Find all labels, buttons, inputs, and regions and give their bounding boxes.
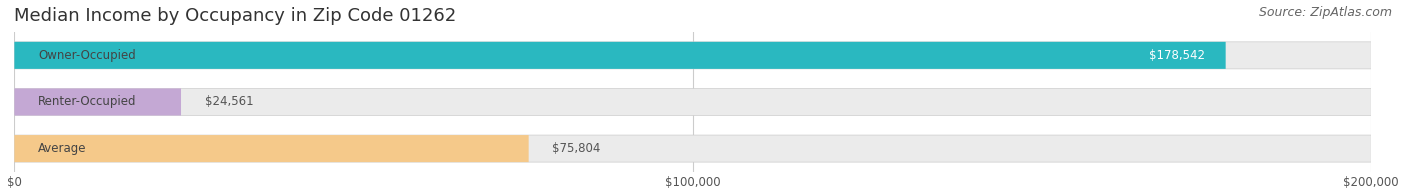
- FancyBboxPatch shape: [14, 135, 529, 162]
- FancyBboxPatch shape: [14, 88, 1371, 115]
- Text: Median Income by Occupancy in Zip Code 01262: Median Income by Occupancy in Zip Code 0…: [14, 7, 457, 25]
- Text: Average: Average: [38, 142, 87, 155]
- FancyBboxPatch shape: [14, 88, 181, 115]
- Text: Source: ZipAtlas.com: Source: ZipAtlas.com: [1258, 6, 1392, 19]
- Text: $24,561: $24,561: [205, 95, 253, 108]
- Text: $178,542: $178,542: [1149, 49, 1205, 62]
- FancyBboxPatch shape: [14, 135, 1371, 162]
- Text: Owner-Occupied: Owner-Occupied: [38, 49, 136, 62]
- FancyBboxPatch shape: [14, 42, 1226, 69]
- Text: Renter-Occupied: Renter-Occupied: [38, 95, 136, 108]
- Text: $75,804: $75,804: [553, 142, 600, 155]
- FancyBboxPatch shape: [14, 42, 1371, 69]
